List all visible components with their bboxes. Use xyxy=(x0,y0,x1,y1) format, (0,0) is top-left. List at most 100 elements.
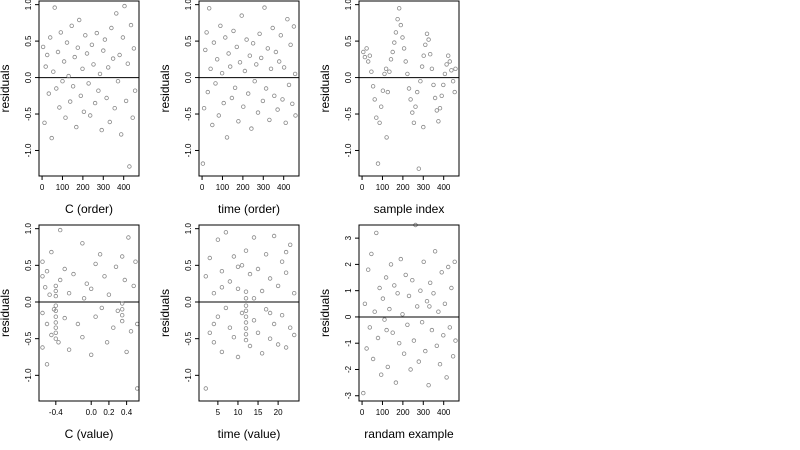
data-point xyxy=(408,97,413,102)
x-tick-label: 400 xyxy=(117,183,131,192)
y-tick-label: 0.5 xyxy=(24,35,33,47)
y-tick-label: 1.0 xyxy=(184,0,193,10)
data-point xyxy=(239,13,244,18)
data-point xyxy=(227,64,233,69)
x-tick-label: 0.0 xyxy=(86,408,98,417)
data-point xyxy=(211,321,217,327)
x-tick-label: 100 xyxy=(376,408,390,417)
data-point xyxy=(278,33,283,38)
data-point xyxy=(429,327,435,333)
data-point xyxy=(387,69,392,74)
data-point xyxy=(88,352,94,357)
data-point xyxy=(132,88,138,93)
data-point xyxy=(215,314,221,319)
data-point xyxy=(53,308,58,313)
x-axis-label: time (order) xyxy=(218,202,280,216)
data-point xyxy=(380,296,386,301)
data-point xyxy=(247,271,253,277)
data-point xyxy=(374,115,379,120)
data-point xyxy=(405,322,410,327)
data-point xyxy=(392,40,397,45)
data-point xyxy=(400,312,405,317)
data-point xyxy=(406,293,412,299)
data-point xyxy=(49,332,54,338)
data-point xyxy=(268,66,274,71)
scatter-panel-6: 0 100 200 300 400 -3 -2 -1 0 1 2 3 randam example res… xyxy=(318,222,460,441)
y-tick-label: 2 xyxy=(344,262,353,267)
x-tick-label: 400 xyxy=(437,408,451,417)
data-point xyxy=(249,126,254,131)
x-tick-label: 200 xyxy=(396,183,410,192)
data-point xyxy=(388,57,394,62)
y-tick-label: 0.5 xyxy=(184,259,193,271)
data-point xyxy=(207,330,212,335)
y-axis-label: residuals xyxy=(318,64,332,112)
data-point xyxy=(436,309,441,314)
data-point xyxy=(76,17,82,23)
data-point xyxy=(418,78,423,84)
data-point xyxy=(106,292,112,297)
data-point xyxy=(452,259,457,264)
data-point xyxy=(423,42,428,47)
y-tick-label: 0.5 xyxy=(184,35,193,47)
plot-frame xyxy=(358,0,460,177)
y-tick-label: -1.0 xyxy=(184,143,193,157)
data-point xyxy=(208,66,213,71)
data-point xyxy=(364,46,369,51)
data-point xyxy=(285,17,290,22)
data-point xyxy=(219,70,225,76)
data-point xyxy=(226,51,231,56)
data-point xyxy=(211,340,217,345)
data-point xyxy=(260,98,266,104)
data-point xyxy=(70,84,76,89)
data-point xyxy=(374,230,379,236)
data-point xyxy=(411,338,417,343)
data-point xyxy=(63,115,68,120)
data-point xyxy=(66,291,72,296)
scatter-panel-1: 0 100 200 300 400 -1.0 -0.5 0.0 0.5 1.0 C (order) r… xyxy=(0,0,140,216)
data-point xyxy=(93,261,98,267)
data-point xyxy=(232,85,238,90)
data-point xyxy=(429,66,435,71)
data-point xyxy=(385,89,390,95)
y-tick-label: 0.0 xyxy=(24,296,33,308)
y-axis-label: residuals xyxy=(0,64,12,112)
x-axis-label: time (value) xyxy=(218,427,281,441)
data-point xyxy=(283,120,288,125)
data-point xyxy=(40,274,45,279)
data-point xyxy=(53,325,58,330)
data-point xyxy=(224,135,230,140)
data-point xyxy=(270,25,275,31)
data-point xyxy=(450,78,456,84)
data-point xyxy=(227,325,233,330)
data-point xyxy=(40,259,45,264)
scatter-panel-5: 5 10 15 20 -1.0 -0.5 0.0 0.5 1.0 time (value) resi… xyxy=(158,223,300,441)
data-point xyxy=(263,307,269,312)
data-point xyxy=(216,113,221,118)
data-point xyxy=(255,110,261,115)
data-point xyxy=(288,325,293,330)
data-point xyxy=(110,56,116,61)
data-point xyxy=(277,59,282,64)
data-point xyxy=(130,115,135,120)
x-tick-label: 400 xyxy=(437,183,451,192)
data-point xyxy=(88,286,94,291)
data-point xyxy=(377,285,382,291)
data-point xyxy=(280,97,285,102)
data-point xyxy=(64,40,70,45)
data-point xyxy=(255,266,261,272)
data-point xyxy=(66,347,72,352)
data-point xyxy=(426,383,431,388)
data-point xyxy=(283,345,289,350)
data-point xyxy=(262,5,267,10)
data-point xyxy=(48,35,53,40)
data-point xyxy=(75,45,80,50)
data-point xyxy=(410,278,415,283)
data-point xyxy=(87,113,93,118)
data-point xyxy=(439,93,444,98)
plot-frame xyxy=(38,224,140,402)
data-point xyxy=(286,82,292,88)
data-point xyxy=(53,303,58,308)
data-point xyxy=(235,286,241,291)
data-point xyxy=(119,313,125,318)
